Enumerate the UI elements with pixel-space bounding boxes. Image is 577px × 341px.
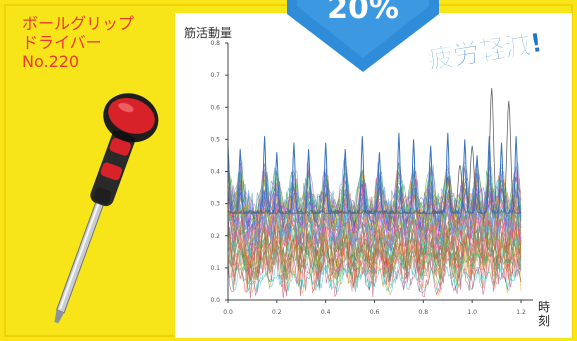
screwdriver-tip [54,309,65,324]
background-trace [227,233,522,292]
background-trace [227,168,522,221]
y-tick-label: 0.4 [210,169,220,176]
x-tick-label: 1.2 [516,309,526,316]
y-axis-label: 筋活動量 [184,25,232,40]
background-trace [227,224,522,275]
x-tick-label: 0.0 [223,309,233,316]
product-name-line-1: ボールグリップ [22,14,135,33]
background-trace [227,247,522,299]
x-tick-label: 1.0 [467,309,477,316]
x-tick-label: 0.6 [370,309,380,316]
product-name-line-2: ドライバー [22,33,102,52]
chart-box: 筋活動量 0.0 0.1 0.2 0.3 0.4 0.5 0.6 0.7 0.8 0.0 0.2 0.… [175,13,572,338]
peak-series-line [227,87,522,215]
y-tick-label: 0.6 [210,104,220,111]
x-tick-label: 0.2 [272,309,282,316]
y-tick-label: 0.0 [210,297,220,304]
axes-group: 0.0 0.1 0.2 0.3 0.4 0.5 0.6 0.7 0.8 0.0 0.2 0.4 0.6 0… [210,40,533,316]
background-trace [227,201,522,251]
y-tick-label: 0.7 [210,72,220,79]
reduction-badge: 20% [287,0,439,72]
y-tick-label: 0.1 [210,265,220,272]
headline-text: 疲労軽減! [425,27,544,76]
trace-group [227,87,522,299]
background-trace [227,206,522,249]
y-tick-label: 0.3 [210,201,220,208]
background-trace [227,192,522,250]
emg-line-chart: 筋活動量 0.00.10.20.30.40.50.60.70.80.0 0.2 0.… [184,25,550,328]
badge-percent: 20% [327,0,399,26]
x-axis-label-char-1: 時 [538,300,550,314]
y-tick-label: 0.2 [210,233,220,240]
product-name-line-3: No.220 [22,52,80,71]
x-axis-label-char-2: 刻 [538,314,550,328]
screwdriver-illustration [54,93,159,324]
x-tick-label: 0.8 [419,309,429,316]
peak-series-line [227,132,522,216]
y-tick-label: 0.5 [210,136,220,143]
y-tick-label: 0.8 [210,40,220,47]
product-name: ボールグリップ ドライバー No.220 [22,14,134,71]
x-tick-label: 0.4 [321,309,331,316]
headline-box: 疲労軽減! [425,27,545,76]
